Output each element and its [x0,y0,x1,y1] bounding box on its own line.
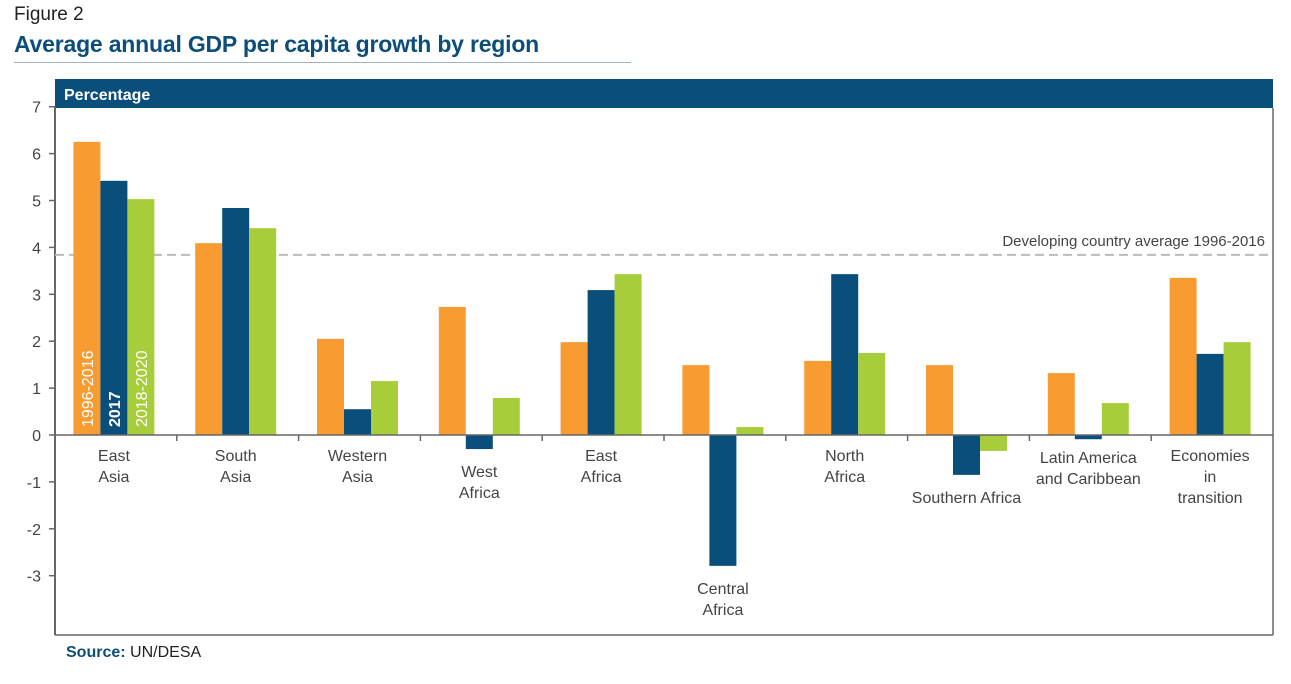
bar-1996-2016-0 [73,141,101,435]
legend-series-label: 2018-2020 [134,350,151,427]
y-tick-label: 7 [32,100,41,117]
chart-title: Average annual GDP per capita growth by … [14,31,540,57]
legend-series-label: 1996-2016 [80,350,97,427]
bar-1996-2016-3 [438,306,466,435]
x-category-label: East [98,448,131,465]
source-note: Source: UN/DESA [66,644,201,662]
bar-2018-2020-3 [492,397,520,435]
x-category-label: Africa [581,469,622,486]
x-category-label: East [585,448,618,465]
x-category-label: Asia [220,469,251,486]
bar-2018-2020-0 [127,199,155,435]
x-category-label: Africa [824,469,865,486]
bar-2018-2020-9 [1223,342,1251,435]
x-category-label: transition [1178,490,1243,507]
bar-1996-2016-1 [195,243,223,435]
bar-1996-2016-8 [1047,373,1075,435]
bar-2018-2020-4 [614,274,642,435]
y-tick-label: 0 [32,428,41,445]
bar-1996-2016-4 [560,342,588,435]
bar-2017-8 [1074,435,1102,440]
x-category-label: Southern Africa [912,490,1022,507]
bar-2017-1 [222,208,250,435]
bar-2018-2020-7 [980,435,1007,451]
x-category-label: in [1204,469,1216,486]
figure-label: Figure 2 [14,4,84,25]
reference-line-label: Developing country average 1996-2016 [1002,233,1265,250]
x-category-label: Africa [702,602,743,619]
x-category-label: Asia [98,469,129,486]
bar-1996-2016-6 [804,360,832,435]
bar-2018-2020-6 [858,352,886,435]
source-label: Source: [66,644,126,661]
bar-2017-0 [100,180,128,435]
bar-2017-2 [344,409,371,435]
y-tick-label: 5 [32,194,41,211]
x-category-label: Central [697,581,749,598]
y-tick-label: -3 [27,569,41,586]
x-category-label: Latin America [1040,450,1137,467]
y-axis-label-band [55,79,1273,108]
y-tick-label: 6 [32,147,41,164]
legend-series-label: 2017 [107,391,124,427]
bar-2018-2020-2 [371,381,398,435]
bar-2017-3 [465,435,493,450]
bar-2017-4 [587,290,615,435]
x-category-label: South [215,448,257,465]
bar-1996-2016-5 [682,365,710,435]
bar-2018-2020-8 [1101,403,1129,435]
bar-1996-2016-9 [1169,277,1197,435]
x-category-label: Africa [459,485,500,502]
source-value: UN/DESA [130,644,202,661]
y-tick-label: -2 [27,522,41,539]
bar-2018-2020-5 [736,427,764,435]
y-tick-label: 1 [32,381,41,398]
bar-1996-2016-2 [317,338,344,435]
y-tick-label: -1 [27,475,41,492]
x-category-label: North [825,448,864,465]
bar-2017-7 [953,435,980,475]
bar-1996-2016-7 [926,365,953,435]
x-category-label: Asia [342,469,373,486]
y-axis-label: Percentage [64,87,150,104]
bar-2017-5 [709,435,737,566]
x-category-label: Economies [1171,448,1250,465]
title-divider [14,62,631,63]
y-tick-label: 4 [32,240,41,257]
bar-2018-2020-1 [249,228,277,435]
x-category-label: Western [328,448,387,465]
y-tick-label: 3 [32,287,41,304]
x-category-label: and Caribbean [1036,471,1141,488]
x-category-label: West [461,464,498,481]
y-tick-label: 2 [32,334,41,351]
bar-2017-6 [831,274,859,435]
bar-2017-9 [1196,353,1224,435]
